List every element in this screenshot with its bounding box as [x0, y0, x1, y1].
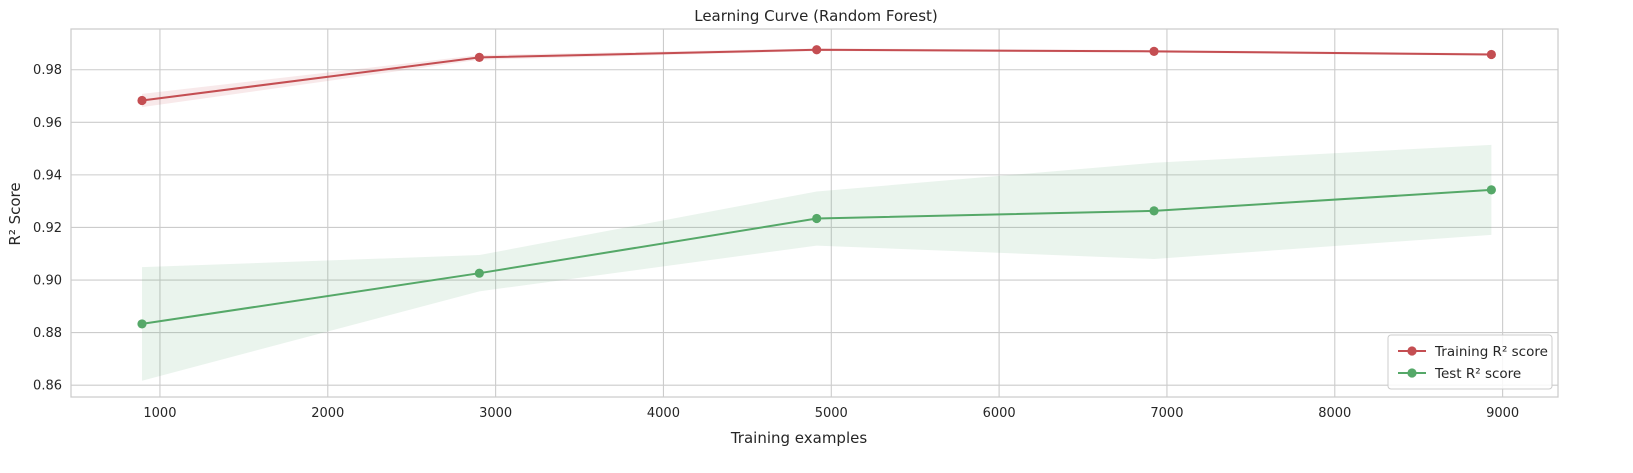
x-tick-label: 1000 — [143, 406, 176, 421]
training-score-point — [1149, 46, 1159, 56]
y-tick-label: 0.86 — [33, 379, 62, 394]
plot-area — [71, 29, 1558, 397]
confidence-bands — [141, 48, 1492, 381]
legend-training-marker — [1407, 346, 1417, 356]
training-score-band — [141, 48, 1492, 108]
grid — [71, 29, 1558, 397]
y-tick-label: 0.96 — [33, 116, 62, 131]
x-tick-label: 4000 — [647, 406, 680, 421]
test-score-point — [812, 213, 822, 224]
training-score-point — [1486, 49, 1496, 60]
x-tick-label: 6000 — [983, 406, 1016, 421]
y-tick-label: 0.94 — [33, 168, 62, 183]
plot-frame — [70, 28, 1559, 398]
test-score-point — [1149, 206, 1159, 216]
x-tick-label: 3000 — [479, 406, 512, 421]
x-tick-label: 9000 — [1486, 406, 1519, 421]
series-markers — [137, 45, 1496, 329]
x-tick-label: 5000 — [815, 406, 848, 421]
legend: Training R² score Test R² score — [1387, 334, 1553, 390]
legend-test-label: Test R² score — [1434, 366, 1521, 382]
x-axis-label: Training examples — [730, 429, 868, 447]
chart-title: Learning Curve (Random Forest) — [694, 7, 938, 25]
legend-box — [1387, 334, 1553, 390]
y-axis-label: R² Score — [6, 182, 24, 245]
y-tick-label: 0.98 — [33, 63, 62, 78]
y-tick-label: 0.88 — [33, 326, 62, 341]
training-score-point — [474, 52, 484, 62]
x-axis-ticks: 1000 2000 3000 4000 5000 6000 7000 8000 9000 — [143, 406, 1519, 421]
test-score-band — [141, 144, 1492, 381]
test-score-point — [474, 268, 484, 278]
x-tick-label: 8000 — [1318, 406, 1351, 421]
test-score-point — [137, 319, 147, 329]
y-tick-label: 0.90 — [33, 274, 62, 289]
y-tick-label: 0.92 — [33, 221, 62, 236]
test-score-point — [1486, 185, 1496, 195]
legend-test-marker — [1407, 368, 1417, 378]
x-tick-label: 2000 — [311, 406, 344, 421]
training-score-point — [812, 45, 822, 55]
x-tick-label: 7000 — [1150, 406, 1183, 421]
training-score-point — [137, 95, 147, 106]
y-axis-ticks: 0.86 0.88 0.90 0.92 0.94 0.96 0.98 — [33, 63, 62, 393]
legend-training-label: Training R² score — [1434, 344, 1548, 360]
